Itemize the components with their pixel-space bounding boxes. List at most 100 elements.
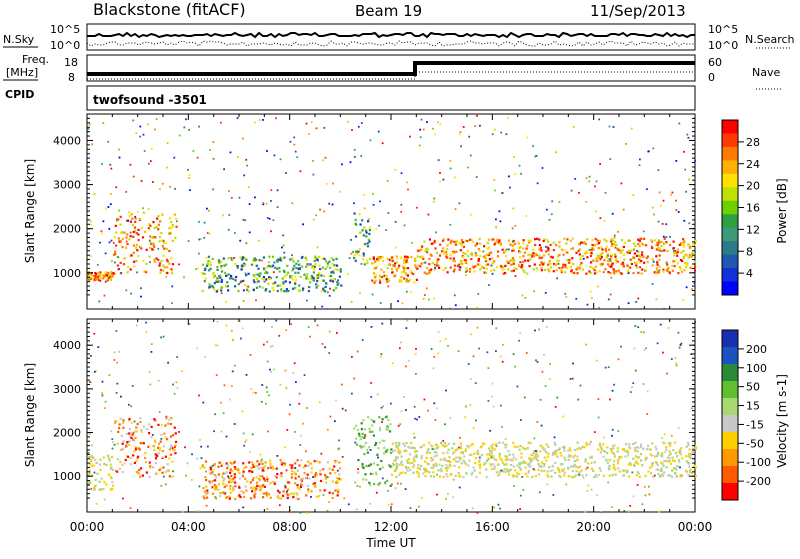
power-cell bbox=[152, 181, 154, 183]
velocity-cell bbox=[654, 455, 657, 458]
velocity-cell bbox=[629, 504, 632, 507]
velocity-cell bbox=[554, 406, 557, 408]
power-cell bbox=[291, 278, 294, 281]
velocity-cell bbox=[278, 491, 281, 494]
power-cell bbox=[175, 225, 178, 228]
power-cell bbox=[163, 266, 166, 269]
power-cell bbox=[347, 273, 349, 276]
power-cell bbox=[363, 207, 366, 210]
velocity-cell bbox=[289, 511, 292, 514]
velocity-cell bbox=[688, 452, 691, 455]
velocity-cell bbox=[631, 386, 633, 389]
power-cell bbox=[242, 137, 244, 140]
power-cell bbox=[663, 249, 666, 252]
power-cell bbox=[455, 250, 458, 253]
velocity-cell bbox=[273, 482, 276, 485]
velocity-cell bbox=[217, 483, 220, 486]
power-cell bbox=[562, 253, 565, 256]
velocity-cell bbox=[519, 494, 522, 497]
velocity-cell bbox=[216, 321, 219, 323]
velocity-cell bbox=[445, 444, 448, 447]
velocity-cell bbox=[530, 454, 533, 457]
velocity-cell bbox=[673, 441, 676, 444]
power-cell bbox=[663, 308, 665, 310]
velocity-cell bbox=[360, 428, 363, 431]
power-cell bbox=[454, 208, 457, 211]
power-cell bbox=[211, 257, 214, 261]
velocity-cell bbox=[390, 503, 393, 506]
power-cell bbox=[690, 254, 693, 257]
power-cell bbox=[589, 271, 592, 274]
power-cell bbox=[269, 277, 272, 280]
power-cell bbox=[169, 232, 172, 235]
velocity-cell bbox=[491, 447, 494, 450]
velocity-cell bbox=[126, 442, 129, 446]
velocity-cell bbox=[472, 427, 475, 430]
velocity-cell bbox=[110, 466, 113, 469]
power-cell bbox=[479, 254, 482, 258]
velocity-cell bbox=[338, 461, 341, 464]
power-cell bbox=[404, 261, 407, 264]
velocity-cell bbox=[406, 319, 409, 322]
velocity-cell bbox=[293, 476, 297, 479]
power-cell bbox=[336, 281, 339, 284]
power-cell bbox=[244, 283, 247, 287]
power-cell bbox=[318, 271, 321, 275]
power-cell bbox=[464, 260, 467, 263]
power-cell bbox=[383, 274, 386, 277]
velocity-cell bbox=[675, 364, 678, 367]
power-cell bbox=[478, 242, 482, 245]
velocity-cell bbox=[523, 447, 526, 451]
time-axis-ticks: 00:00 04:00 08:00 12:00 16:00 20:00 00:00 bbox=[70, 520, 713, 534]
power-cell bbox=[335, 257, 338, 260]
velocity-cell bbox=[113, 359, 116, 361]
velocity-cell bbox=[215, 374, 218, 377]
velocity-cell bbox=[444, 338, 447, 340]
power-cell bbox=[350, 252, 353, 255]
velocity-cell bbox=[578, 447, 581, 450]
power-cell bbox=[684, 262, 687, 265]
power-cell bbox=[392, 264, 395, 267]
velocity-cell bbox=[666, 372, 668, 375]
power-cell bbox=[614, 255, 617, 258]
velocity-cell bbox=[240, 490, 243, 493]
power-cell bbox=[171, 263, 175, 266]
velocity-cell bbox=[413, 464, 416, 467]
power-cell bbox=[403, 277, 406, 280]
power-cell bbox=[268, 255, 271, 258]
velocity-cell bbox=[389, 484, 392, 487]
power-cell bbox=[518, 264, 521, 267]
velocity-cell bbox=[316, 474, 318, 476]
velocity-cell bbox=[93, 471, 96, 474]
velocity-colorbar-label: 50 bbox=[746, 381, 760, 394]
velocity-cell bbox=[625, 469, 628, 472]
power-cell bbox=[357, 250, 360, 253]
power-cell bbox=[227, 257, 230, 260]
power-cell bbox=[338, 275, 341, 278]
power-cell bbox=[106, 276, 109, 279]
power-cell bbox=[369, 257, 372, 260]
power-cell bbox=[149, 235, 152, 238]
power-cell bbox=[620, 251, 623, 255]
velocity-cell bbox=[478, 471, 481, 474]
velocity-cell bbox=[229, 491, 232, 494]
velocity-cell bbox=[579, 465, 582, 468]
velocity-cell bbox=[278, 334, 281, 337]
power-cell bbox=[298, 289, 301, 292]
velocity-cell bbox=[264, 492, 267, 495]
velocity-cell bbox=[643, 349, 646, 351]
power-cell bbox=[292, 260, 295, 263]
power-cell bbox=[455, 240, 458, 243]
power-cell bbox=[161, 213, 164, 216]
velocity-cell bbox=[161, 456, 164, 459]
velocity-cell bbox=[204, 476, 207, 479]
velocity-cell bbox=[109, 476, 113, 479]
power-cell bbox=[153, 260, 156, 263]
power-cell bbox=[270, 230, 272, 233]
velocity-colorbar-segment bbox=[722, 466, 738, 484]
power-cell bbox=[481, 265, 484, 269]
power-cell bbox=[302, 287, 305, 290]
velocity-cell bbox=[414, 417, 416, 420]
power-cell bbox=[407, 188, 409, 191]
